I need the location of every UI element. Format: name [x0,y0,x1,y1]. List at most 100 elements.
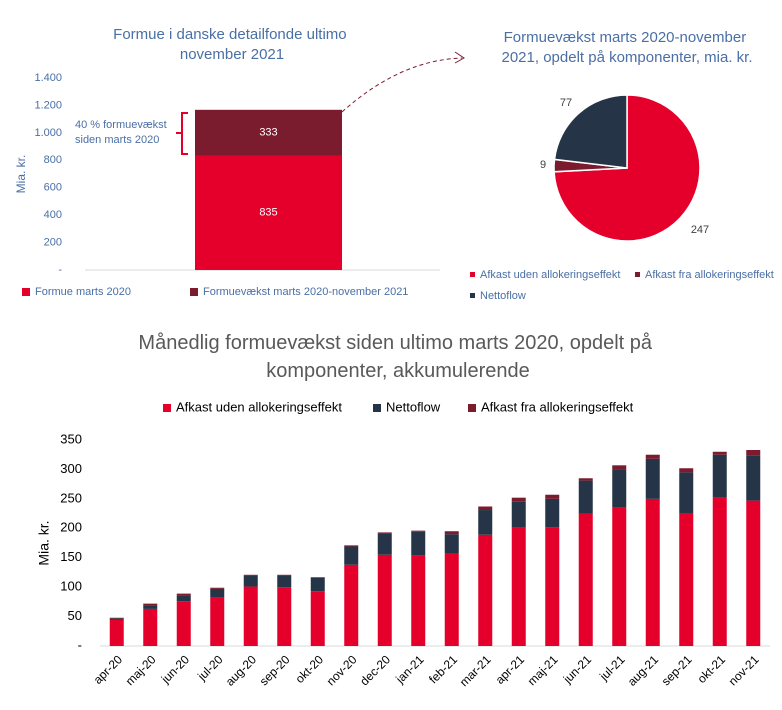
bar-segment [176,601,191,646]
y-tick-label: 300 [60,461,82,476]
bar-segment [545,494,560,499]
bar-segment [511,501,526,528]
y-tick-label: 1.200 [34,99,62,111]
x-tick-label: dec-20 [357,652,393,688]
y-tick-label: 100 [60,579,82,594]
y-tick-label: 600 [44,182,62,194]
bar-segment [545,527,560,646]
bar-segment [210,597,225,646]
bracket [176,112,188,155]
bar-segment [143,605,158,609]
chart-title: Formuevækst marts 2020-november 2021, op… [502,29,753,66]
bar-segment [511,527,526,646]
bar-segment [444,531,459,535]
bar-segment [444,553,459,646]
bar-segment [478,510,493,535]
chart-title: Månedlig formuevækst siden ultimo marts … [138,332,657,382]
x-tick-label: mar-21 [457,652,494,689]
legend-swatch [470,272,475,277]
y-tick-label: 350 [60,431,82,446]
bar-segment [545,498,560,528]
bar-segment [645,458,660,499]
bar-segment [478,506,493,511]
bar-segment [277,574,292,576]
bar-segment [712,497,727,646]
bar-segment [511,497,526,502]
bar-segment [243,574,258,576]
bar-segment [109,617,124,619]
y-tick-label: 800 [44,154,62,166]
x-tick-label: feb-21 [426,652,460,686]
y-tick-label: 400 [44,209,62,221]
x-tick-label: sep-20 [257,652,293,688]
annotation: 40 % formuevækst siden marts 2020 [75,119,170,146]
bar-segment [243,575,258,587]
bar-segment [310,577,325,578]
bar-segment [243,586,258,646]
bar-segment [679,512,694,646]
bar-segment [411,555,426,646]
bar-segment [712,451,727,455]
pie-slice [553,94,628,169]
y-tick-label: - [78,637,82,652]
x-tick-label: aug-21 [625,652,662,689]
bar-segment [578,513,593,646]
bar-segment [444,534,459,554]
bar-segment [612,469,627,508]
legend-swatch [468,404,476,412]
bar-segment [176,593,191,596]
bar-segment [210,588,225,598]
value-label: 247 [691,224,709,236]
bar-segment [377,533,392,555]
bar-segment [578,480,593,514]
value-label: 77 [560,97,572,109]
x-tick-label: jun-21 [560,652,594,686]
legend-label: Afkast uden allokeringseffekt [480,269,620,281]
bar-segment [109,618,124,620]
bar-segment [411,530,426,532]
y-axis-label: Mia. kr. [36,520,52,565]
y-axis-label: Mia. kr. [14,155,28,194]
x-tick-label: nov-20 [324,652,360,688]
y-tick-label: - [58,264,62,276]
chart-title: Formue i danske detailfonde ultimo novem… [113,26,351,63]
legend-swatch [635,272,640,277]
legend-label: Afkast uden allokeringseffekt [176,399,342,414]
bar-segment [176,595,191,602]
value-label: 333 [259,127,277,139]
bar-segment [478,534,493,646]
y-tick-label: 50 [68,608,82,623]
legend-swatch [22,288,30,296]
value-label: 835 [259,207,277,219]
bar-segment [195,155,342,270]
legend-label: Afkast fra allokeringseffekt [645,269,774,281]
bar-segment [310,591,325,646]
x-tick-label: apr-20 [91,652,126,687]
bar-segment [310,577,325,592]
x-tick-label: maj-21 [525,652,561,688]
bar-segment [411,531,426,556]
legend-swatch [470,293,475,298]
bar-segment [645,454,660,459]
bar-segment [277,575,292,588]
x-tick-label: nov-21 [726,652,762,688]
bar-segment [277,587,292,646]
legend-swatch [190,288,198,296]
bar-segment [746,455,761,501]
bar-segment [344,564,359,646]
legend-label: Nettoflow [386,399,441,414]
bar-segment [143,603,158,606]
bar-segment [377,554,392,646]
bar-segment [746,450,761,456]
legend-swatch [163,404,171,412]
y-tick-label: 200 [44,236,62,248]
y-tick-label: 250 [60,490,82,505]
legend-label: Formuevækst marts 2020-november 2021 [203,286,408,298]
arrow [341,57,463,113]
x-tick-label: aug-20 [223,652,260,689]
bar-segment [344,546,359,565]
x-tick-label: maj-20 [123,652,159,688]
x-tick-label: jul-21 [596,652,628,684]
bar-segment [578,478,593,481]
